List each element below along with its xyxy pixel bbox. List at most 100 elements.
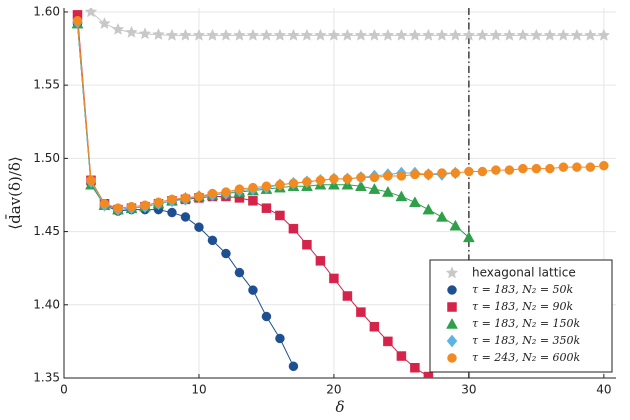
marker bbox=[315, 175, 326, 186]
marker bbox=[248, 285, 258, 295]
marker bbox=[531, 163, 542, 174]
marker bbox=[180, 212, 191, 222]
marker bbox=[395, 190, 408, 202]
marker bbox=[207, 188, 218, 199]
marker bbox=[462, 28, 476, 41]
marker bbox=[287, 28, 300, 41]
x-tick-label: 40 bbox=[596, 383, 611, 397]
marker bbox=[221, 248, 231, 259]
marker bbox=[435, 210, 448, 222]
marker bbox=[288, 223, 299, 234]
marker bbox=[206, 28, 219, 41]
marker bbox=[437, 168, 447, 178]
marker bbox=[342, 174, 353, 184]
marker bbox=[192, 28, 206, 41]
y-axis-label: ⟨d̄av(δ)/δ⟩ bbox=[6, 156, 24, 230]
marker bbox=[84, 8, 98, 18]
marker bbox=[207, 235, 218, 246]
marker bbox=[445, 266, 459, 279]
marker bbox=[219, 28, 233, 41]
marker bbox=[248, 196, 258, 206]
x-tick-label: 20 bbox=[326, 383, 341, 397]
marker bbox=[113, 203, 123, 213]
marker bbox=[246, 28, 260, 41]
marker bbox=[383, 336, 393, 347]
marker bbox=[408, 28, 422, 41]
marker bbox=[180, 193, 191, 203]
marker bbox=[261, 311, 272, 322]
marker bbox=[342, 291, 353, 301]
marker bbox=[516, 28, 530, 41]
marker bbox=[138, 27, 152, 40]
marker bbox=[447, 285, 457, 295]
marker bbox=[383, 171, 393, 181]
marker bbox=[354, 28, 368, 41]
marker bbox=[261, 181, 272, 191]
marker bbox=[329, 174, 339, 184]
marker bbox=[275, 210, 285, 221]
marker bbox=[585, 162, 596, 172]
marker bbox=[423, 371, 434, 378]
marker bbox=[489, 28, 503, 41]
marker bbox=[462, 231, 475, 243]
marker bbox=[396, 171, 407, 181]
marker bbox=[572, 162, 582, 172]
marker bbox=[126, 201, 137, 212]
marker bbox=[354, 180, 367, 191]
marker bbox=[72, 15, 83, 26]
marker bbox=[221, 187, 231, 197]
legend-box bbox=[429, 259, 613, 373]
marker bbox=[408, 196, 421, 208]
marker bbox=[435, 28, 449, 41]
marker bbox=[341, 28, 354, 41]
plot-area bbox=[71, 8, 611, 378]
marker bbox=[273, 28, 287, 41]
marker bbox=[504, 165, 515, 175]
marker bbox=[329, 273, 339, 284]
marker bbox=[369, 322, 380, 332]
marker bbox=[449, 219, 462, 231]
marker bbox=[423, 169, 434, 180]
marker bbox=[315, 256, 326, 266]
marker bbox=[288, 178, 299, 189]
marker bbox=[597, 28, 611, 41]
marker bbox=[99, 199, 110, 209]
marker bbox=[234, 267, 245, 278]
marker bbox=[369, 172, 380, 183]
marker bbox=[381, 186, 394, 197]
marker bbox=[447, 353, 457, 363]
y-tick-label: 1.60 bbox=[33, 4, 60, 18]
y-tick-label: 1.45 bbox=[33, 224, 60, 238]
marker bbox=[410, 169, 420, 180]
marker bbox=[584, 28, 597, 41]
marker bbox=[422, 28, 435, 41]
marker bbox=[450, 168, 461, 178]
marker bbox=[288, 361, 299, 372]
marker bbox=[476, 28, 489, 41]
marker bbox=[300, 28, 314, 41]
marker bbox=[395, 28, 408, 41]
marker bbox=[570, 28, 584, 41]
marker bbox=[125, 25, 138, 38]
marker bbox=[194, 222, 204, 232]
marker bbox=[275, 333, 285, 344]
x-tick-label: 10 bbox=[191, 383, 206, 397]
marker bbox=[314, 28, 327, 41]
marker bbox=[477, 166, 488, 177]
marker bbox=[98, 17, 111, 30]
marker bbox=[599, 160, 609, 171]
marker bbox=[167, 194, 177, 205]
x-axis-label: δ bbox=[335, 398, 344, 416]
marker bbox=[111, 22, 125, 35]
marker bbox=[543, 28, 557, 41]
marker bbox=[194, 191, 204, 202]
marker bbox=[327, 28, 341, 41]
marker bbox=[446, 317, 458, 329]
y-tick-label: 1.40 bbox=[33, 297, 60, 311]
marker bbox=[449, 28, 462, 41]
marker bbox=[410, 363, 420, 373]
marker bbox=[140, 200, 150, 210]
marker bbox=[302, 177, 312, 187]
marker bbox=[152, 27, 165, 41]
legend-label: τ = 183, N₂ = 150k bbox=[472, 317, 581, 330]
